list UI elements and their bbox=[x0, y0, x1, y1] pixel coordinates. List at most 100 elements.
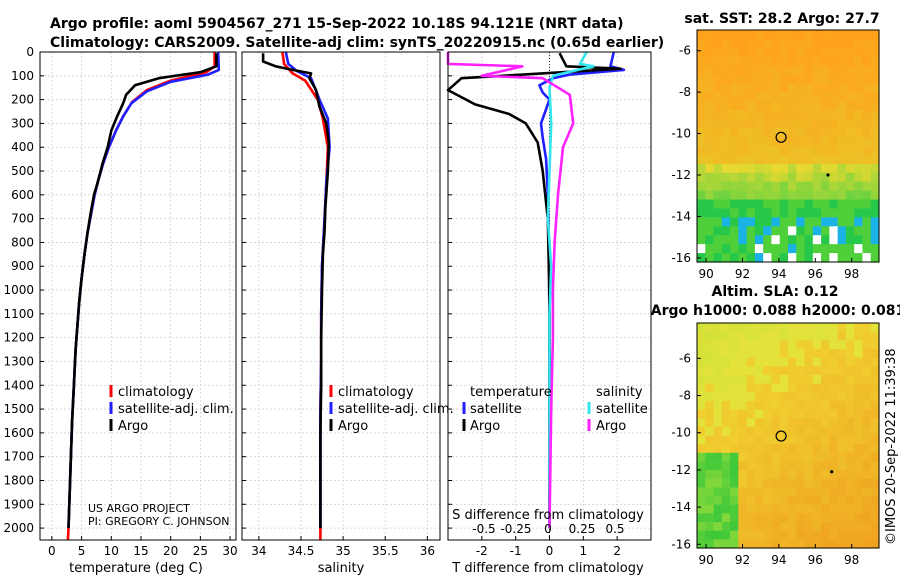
map-cell bbox=[804, 357, 814, 367]
map-cell bbox=[870, 217, 880, 227]
map-cell bbox=[713, 504, 723, 514]
map-cell bbox=[705, 65, 715, 76]
map-cell bbox=[713, 92, 723, 102]
map-cell bbox=[763, 56, 773, 67]
map-cell bbox=[854, 496, 864, 506]
map-cell bbox=[730, 56, 739, 67]
map-cell bbox=[705, 47, 715, 58]
map-cell bbox=[713, 30, 723, 40]
map-cell bbox=[829, 357, 839, 367]
map-cell bbox=[705, 400, 715, 411]
map-cell bbox=[771, 323, 781, 333]
map-cell bbox=[697, 426, 706, 437]
map-cell bbox=[779, 452, 789, 463]
map-cell bbox=[796, 539, 806, 549]
y-tick-label: 900 bbox=[11, 259, 34, 273]
map-cell bbox=[779, 513, 789, 523]
map-cell bbox=[804, 496, 814, 506]
map-cell bbox=[804, 38, 814, 49]
map-cell bbox=[730, 522, 739, 532]
map-cell bbox=[754, 83, 764, 94]
map-cell bbox=[738, 38, 748, 49]
map-cell bbox=[812, 452, 822, 463]
map-cell bbox=[862, 199, 872, 210]
map-cell bbox=[738, 530, 748, 540]
map-cell bbox=[697, 461, 706, 471]
map-cell bbox=[796, 83, 806, 94]
t-diff-xlabel: T difference from climatology bbox=[451, 561, 644, 576]
map-cell bbox=[804, 435, 814, 445]
map-cell bbox=[812, 426, 822, 437]
map-cell bbox=[854, 190, 864, 201]
map-cell bbox=[763, 181, 773, 192]
map-cell bbox=[804, 56, 814, 67]
map-cell bbox=[721, 522, 731, 532]
map-cell bbox=[730, 470, 739, 480]
map-cell bbox=[738, 199, 748, 210]
map-cell bbox=[804, 110, 814, 120]
map-cell bbox=[804, 74, 814, 85]
map-cell bbox=[829, 146, 839, 156]
map-cell bbox=[705, 110, 715, 120]
map-cell bbox=[829, 47, 839, 58]
map-cell bbox=[812, 539, 822, 549]
map-cell bbox=[854, 119, 864, 129]
map-cell bbox=[862, 374, 872, 385]
map-cell bbox=[854, 366, 864, 376]
map-cell bbox=[771, 366, 781, 376]
map-cell bbox=[829, 530, 839, 540]
map-cell bbox=[746, 30, 756, 40]
map-cell bbox=[730, 199, 739, 210]
map-cell bbox=[804, 163, 814, 174]
map-cell bbox=[779, 38, 789, 49]
map-cell bbox=[771, 137, 781, 147]
map-cell bbox=[821, 226, 830, 236]
map-cell bbox=[829, 83, 839, 94]
map-cell bbox=[746, 435, 756, 445]
map-cell bbox=[812, 190, 822, 201]
x-tick-label: 35 bbox=[335, 544, 350, 558]
map-cell bbox=[845, 400, 855, 411]
map-cell bbox=[754, 426, 764, 437]
map-cell bbox=[746, 235, 756, 245]
map-cell bbox=[829, 137, 839, 147]
map-cell bbox=[796, 426, 806, 437]
map-cell bbox=[854, 530, 864, 540]
map-x-tick-label: 96 bbox=[808, 267, 823, 281]
map-cell bbox=[730, 253, 739, 263]
map-cell bbox=[713, 323, 723, 333]
map-cell bbox=[812, 348, 822, 359]
map-cell bbox=[854, 323, 864, 333]
map-cell bbox=[779, 331, 789, 341]
map-cell bbox=[854, 137, 864, 147]
map-cell bbox=[779, 383, 789, 393]
map-cell bbox=[705, 461, 715, 471]
map-cell bbox=[721, 426, 731, 437]
map-cell bbox=[713, 478, 723, 489]
map-cell bbox=[697, 83, 706, 94]
y-tick-label: 1800 bbox=[3, 473, 34, 487]
map-cell bbox=[837, 539, 847, 549]
map-cell bbox=[697, 530, 706, 540]
map-cell bbox=[870, 461, 880, 471]
map-cell bbox=[705, 340, 715, 350]
map-cell bbox=[870, 504, 880, 514]
map-cell bbox=[804, 244, 814, 254]
map-cell bbox=[862, 496, 872, 506]
y-tick-label: 600 bbox=[11, 188, 34, 202]
map-cell bbox=[821, 444, 830, 454]
map-cell bbox=[721, 348, 731, 359]
map-cell bbox=[721, 409, 731, 419]
x-tick-label: 5 bbox=[78, 544, 86, 558]
map-cell bbox=[721, 244, 731, 254]
map-cell bbox=[730, 208, 739, 218]
map-cell bbox=[804, 340, 814, 350]
map-cell bbox=[788, 383, 797, 393]
map-cell bbox=[738, 172, 748, 183]
map-cell bbox=[763, 323, 773, 333]
map-cell bbox=[796, 253, 806, 263]
map-cell bbox=[796, 435, 806, 445]
map-cell bbox=[730, 38, 739, 49]
map-cell bbox=[754, 65, 764, 76]
map-cell bbox=[870, 190, 880, 201]
